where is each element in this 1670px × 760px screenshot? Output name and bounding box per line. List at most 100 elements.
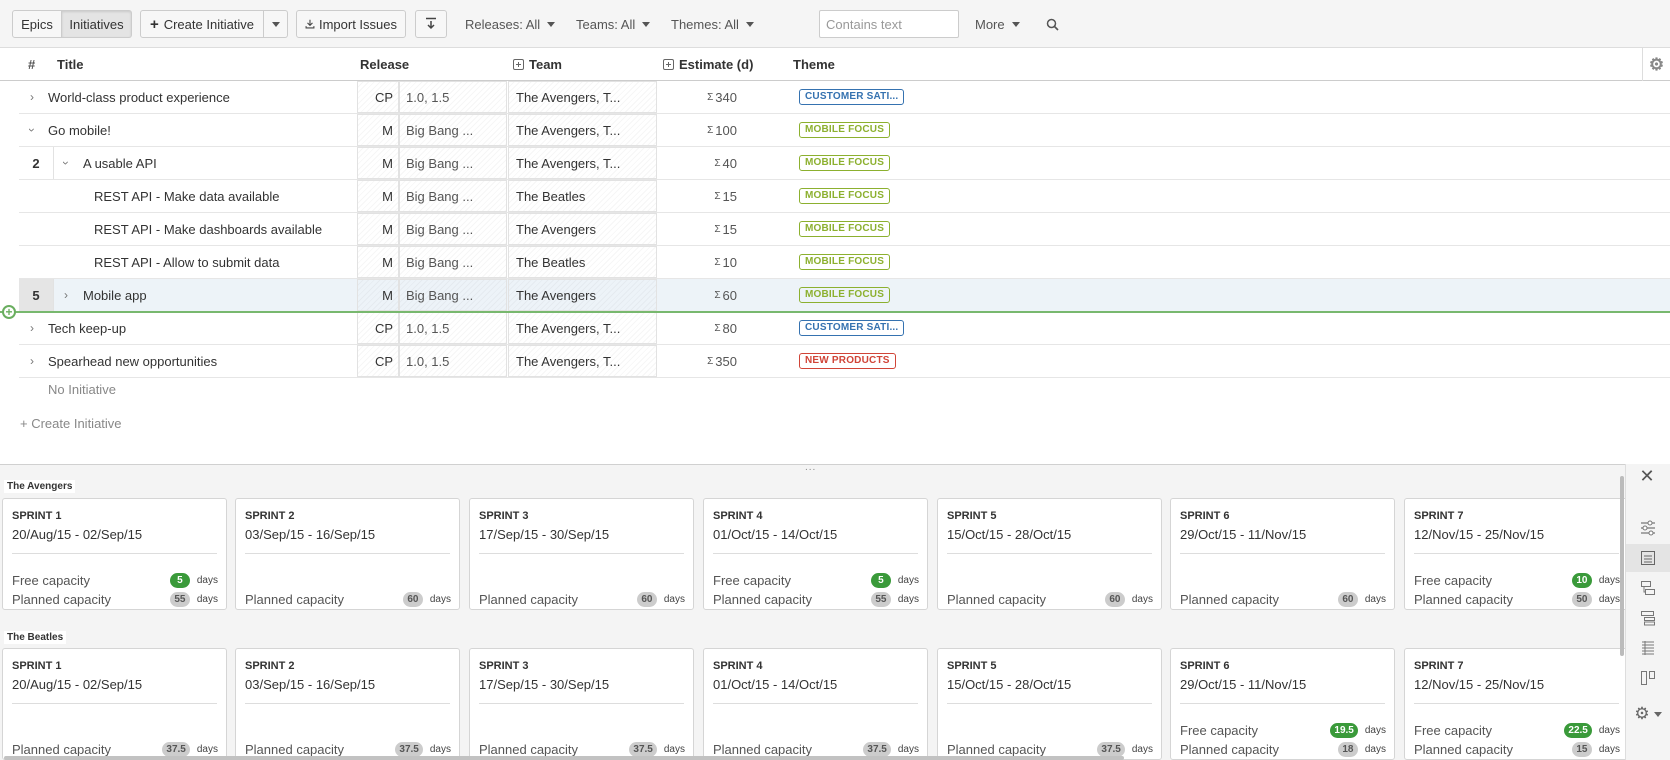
more-dropdown[interactable]: More [975,10,1020,38]
table-row[interactable]: REST API - Allow to submit data M Big Bang… [19,246,1670,279]
themes-filter[interactable]: Themes: All [671,10,754,38]
table-row[interactable]: REST API - Make data available M Big Bang … [19,180,1670,213]
expand-chevron-icon[interactable]: › [30,321,34,335]
sprint-card[interactable]: SPRINT 5 15/Oct/15 - 28/Oct/15 Planned cap… [937,648,1162,760]
import-issues-button[interactable]: Import Issues [296,10,406,38]
row-title[interactable]: Spearhead new opportunities [48,353,218,369]
sprint-card[interactable]: SPRINT 7 12/Nov/15 - 25/Nov/15 Free capaci… [1404,498,1629,610]
row-title[interactable]: A usable API [83,155,157,171]
team-value[interactable]: The Beatles [508,180,657,212]
estimate-value[interactable]: Σ 60 [659,279,737,311]
sprint-card[interactable]: SPRINT 4 01/Oct/15 - 14/Oct/15 Planned cap… [703,648,928,760]
release-value[interactable]: Big Bang ... [399,180,507,212]
team-value[interactable]: The Avengers, T... [508,147,657,179]
team-value[interactable]: The Avengers, T... [508,345,657,377]
close-icon[interactable]: ✕ [1639,466,1655,486]
tree-icon[interactable] [1626,604,1670,632]
table-row[interactable]: REST API - Make dashboards available M Big… [19,213,1670,246]
theme-cell[interactable]: NEW PRODUCTS [799,345,919,377]
team-value[interactable]: The Avengers [508,279,657,311]
team-value[interactable]: The Avengers, T... [508,81,657,113]
sprint-card[interactable]: SPRINT 6 29/Oct/15 - 11/Nov/15 Free capaci… [1170,648,1395,760]
horizontal-scrollbar[interactable] [4,756,1124,760]
collapse-chevron-icon[interactable]: › [25,128,39,132]
sprint-card[interactable]: SPRINT 2 03/Sep/15 - 16/Sep/15 Planned cap… [235,498,460,610]
table-row[interactable]: 2 › A usable API M Big Bang ... The Avengers,… [19,147,1670,180]
teams-filter[interactable]: Teams: All [576,10,651,38]
theme-cell[interactable]: MOBILE FOCUS [799,180,919,212]
theme-cell[interactable]: MOBILE FOCUS [799,114,919,146]
team-value[interactable]: The Avengers, T... [508,114,657,146]
column-settings-gear-icon[interactable]: ⚙ [1642,48,1670,81]
panel-resize-handle[interactable]: ... [805,462,817,473]
table-row[interactable]: › World-class product experience CP 1.0, 1.… [19,81,1670,114]
estimate-value[interactable]: Σ 15 [659,180,737,212]
release-value[interactable]: Big Bang ... [399,114,507,146]
row-title[interactable]: REST API - Make dashboards available [94,221,323,237]
column-header-estimate[interactable]: Estimate (d) [663,57,753,72]
estimate-value[interactable]: Σ 100 [659,114,737,146]
estimate-value[interactable]: Σ 80 [659,312,737,344]
columns-icon[interactable] [1626,664,1670,692]
hierarchy-icon[interactable] [1626,574,1670,602]
gear-icon[interactable]: ⚙ [1626,700,1670,728]
expand-team-icon[interactable] [513,59,524,70]
release-value[interactable]: 1.0, 1.5 [399,312,507,344]
sprint-card[interactable]: SPRINT 6 29/Oct/15 - 11/Nov/15 Planned cap… [1170,498,1395,610]
release-value[interactable]: Big Bang ... [399,213,507,245]
theme-cell[interactable]: MOBILE FOCUS [799,213,919,245]
vertical-scrollbar[interactable] [1620,476,1624,656]
release-value[interactable]: Big Bang ... [399,147,507,179]
sprint-card[interactable]: SPRINT 3 17/Sep/15 - 30/Sep/15 Planned cap… [469,648,694,760]
estimate-value[interactable]: Σ 15 [659,213,737,245]
estimate-value[interactable]: Σ 350 [659,345,737,377]
release-value[interactable]: Big Bang ... [399,246,507,278]
list-icon[interactable] [1626,634,1670,662]
column-header-title[interactable]: Title [57,57,84,72]
search-input[interactable] [819,10,959,38]
column-header-team[interactable]: Team [513,57,562,72]
table-row[interactable]: › Tech keep-up CP 1.0, 1.5 The Avengers, T..… [19,312,1670,345]
create-options-dropdown[interactable] [264,10,288,38]
team-value[interactable]: The Avengers [508,213,657,245]
create-initiative-button[interactable]: + Create Initiative [140,10,264,38]
epics-toggle-button[interactable]: Epics [12,10,62,38]
sprint-card[interactable]: SPRINT 7 12/Nov/15 - 25/Nov/15 Free capaci… [1404,648,1629,760]
expand-estimate-icon[interactable] [663,59,674,70]
export-button[interactable] [415,10,447,38]
sprint-card[interactable]: SPRINT 1 20/Aug/15 - 02/Sep/15 Free capaci… [2,498,227,610]
estimate-value[interactable]: Σ 40 [659,147,737,179]
table-row[interactable]: › Go mobile! M Big Bang ... The Avengers, T.… [19,114,1670,147]
expand-chevron-icon[interactable]: › [64,288,68,302]
column-header-theme[interactable]: Theme [793,57,835,72]
team-value[interactable]: The Beatles [508,246,657,278]
theme-cell[interactable]: MOBILE FOCUS [799,279,919,311]
row-title[interactable]: REST API - Make data available [94,188,280,204]
theme-cell[interactable]: CUSTOMER SATI... [799,312,919,344]
sprint-card[interactable]: SPRINT 5 15/Oct/15 - 28/Oct/15 Planned cap… [937,498,1162,610]
estimate-value[interactable]: Σ 340 [659,81,737,113]
sprint-card[interactable]: SPRINT 3 17/Sep/15 - 30/Sep/15 Planned cap… [469,498,694,610]
expand-chevron-icon[interactable]: › [30,354,34,368]
initiatives-toggle-button[interactable]: Initiatives [62,10,132,38]
team-value[interactable]: The Avengers, T... [508,312,657,344]
table-row[interactable]: › Spearhead new opportunities CP 1.0, 1.5 Th… [19,345,1670,378]
collapse-chevron-icon[interactable]: › [59,161,73,165]
theme-cell[interactable]: CUSTOMER SATI... [799,81,919,113]
theme-cell[interactable]: MOBILE FOCUS [799,246,919,278]
table-row[interactable]: 5 › Mobile app M Big Bang ... The Avengers Σ 60… [19,279,1670,312]
create-initiative-link[interactable]: + Create Initiative [20,416,122,431]
row-title[interactable]: Mobile app [83,287,147,303]
sprint-card[interactable]: SPRINT 2 03/Sep/15 - 16/Sep/15 Planned cap… [235,648,460,760]
sprint-card[interactable]: SPRINT 1 20/Aug/15 - 02/Sep/15 Planned cap… [2,648,227,760]
releases-filter[interactable]: Releases: All [465,10,556,38]
details-icon[interactable] [1626,544,1670,572]
release-value[interactable]: Big Bang ... [399,279,507,311]
row-title[interactable]: World-class product experience [48,89,230,105]
search-button[interactable] [1046,10,1059,38]
row-title[interactable]: Go mobile! [48,122,111,138]
sprint-card[interactable]: SPRINT 4 01/Oct/15 - 14/Oct/15 Free capaci… [703,498,928,610]
column-header-release[interactable]: Release [360,57,410,72]
theme-cell[interactable]: MOBILE FOCUS [799,147,919,179]
estimate-value[interactable]: Σ 10 [659,246,737,278]
